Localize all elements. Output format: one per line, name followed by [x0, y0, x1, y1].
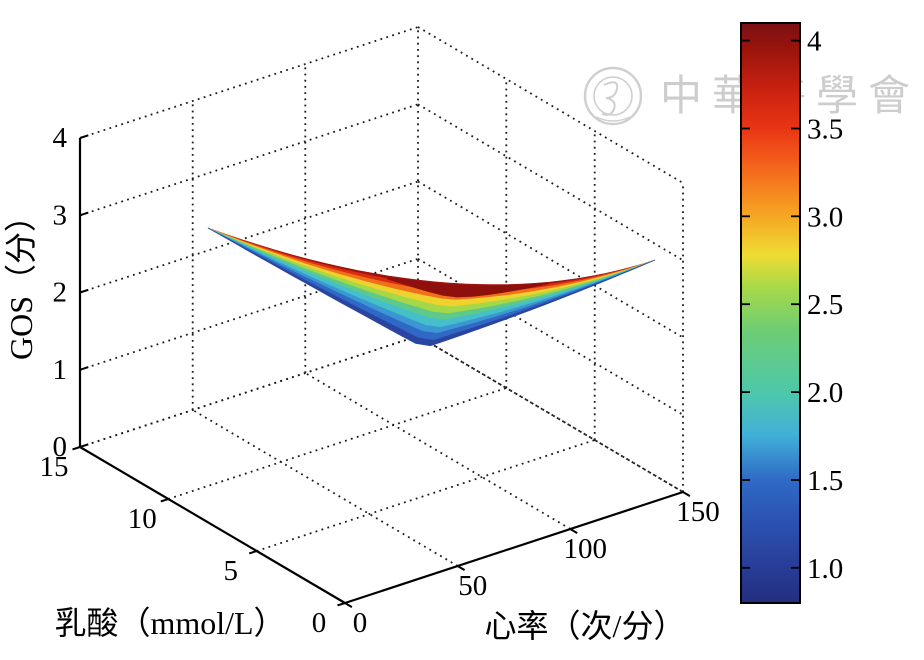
y-axis-tick: [338, 603, 346, 605]
colorbar-tick-label: 2.5: [807, 289, 843, 321]
z-axis-tick: [80, 367, 88, 370]
grid-line: [168, 388, 506, 499]
grid-line: [305, 373, 570, 529]
z-axis-tick: [80, 290, 88, 293]
y-tick-label: 0: [312, 607, 327, 639]
grid-line: [80, 27, 418, 138]
tick-labels: 01234051015050100150: [40, 122, 720, 639]
grid-line: [257, 440, 595, 551]
z-tick-label: 3: [53, 199, 68, 231]
grid-line: [80, 336, 418, 447]
z-axis-title: GOS（分）: [3, 200, 39, 360]
x-axis-tick: [345, 603, 352, 607]
surface-mesh: [208, 228, 655, 346]
z-axis-tick: [80, 213, 88, 216]
grid-line: [418, 104, 683, 260]
z-tick-label: 4: [53, 122, 68, 154]
y-tick-label: 10: [128, 503, 157, 535]
x-tick-label: 50: [458, 570, 487, 602]
z-axis-tick: [80, 135, 88, 138]
grid-line: [418, 336, 683, 492]
colorbar-tick-label: 3.0: [807, 201, 843, 233]
cma-logo-icon: [585, 68, 641, 124]
grid-line: [80, 104, 418, 215]
x-tick-label: 100: [564, 533, 608, 565]
z-axis-tick: [80, 444, 88, 447]
colorbar-tick-label: 2.0: [807, 377, 843, 409]
x-tick-label: 150: [676, 496, 720, 528]
gos-3d-surface-figure: 中華醫學會 01234051015050100150 GOS（分） 乳酸（mmo…: [0, 0, 924, 660]
grid-line: [418, 27, 683, 183]
colorbar-gradient: [741, 23, 800, 603]
colorbar-tick-label: 4: [807, 26, 822, 58]
y-axis-title: 乳酸（mmol/L）: [54, 605, 285, 641]
colorbar-tick-label: 1.0: [807, 553, 843, 585]
y-axis-tick: [249, 551, 257, 553]
colorbar-tick-label: 1.5: [807, 465, 843, 497]
x-axis-title: 心率（次/分）: [485, 608, 686, 644]
plot-canvas: 中華醫學會 01234051015050100150 GOS（分） 乳酸（mmo…: [0, 0, 924, 660]
y-tick-label: 5: [223, 555, 238, 587]
colorbar-tick-label: 3.5: [807, 114, 843, 146]
x-tick-label: 0: [353, 607, 368, 639]
z-tick-label: 1: [53, 354, 68, 386]
y-axis-tick: [73, 447, 81, 449]
z-tick-label: 2: [53, 277, 68, 309]
y-tick-label: 15: [40, 451, 69, 483]
y-axis-tick: [161, 499, 169, 501]
grid-line: [80, 336, 418, 447]
grid-line: [193, 410, 458, 566]
